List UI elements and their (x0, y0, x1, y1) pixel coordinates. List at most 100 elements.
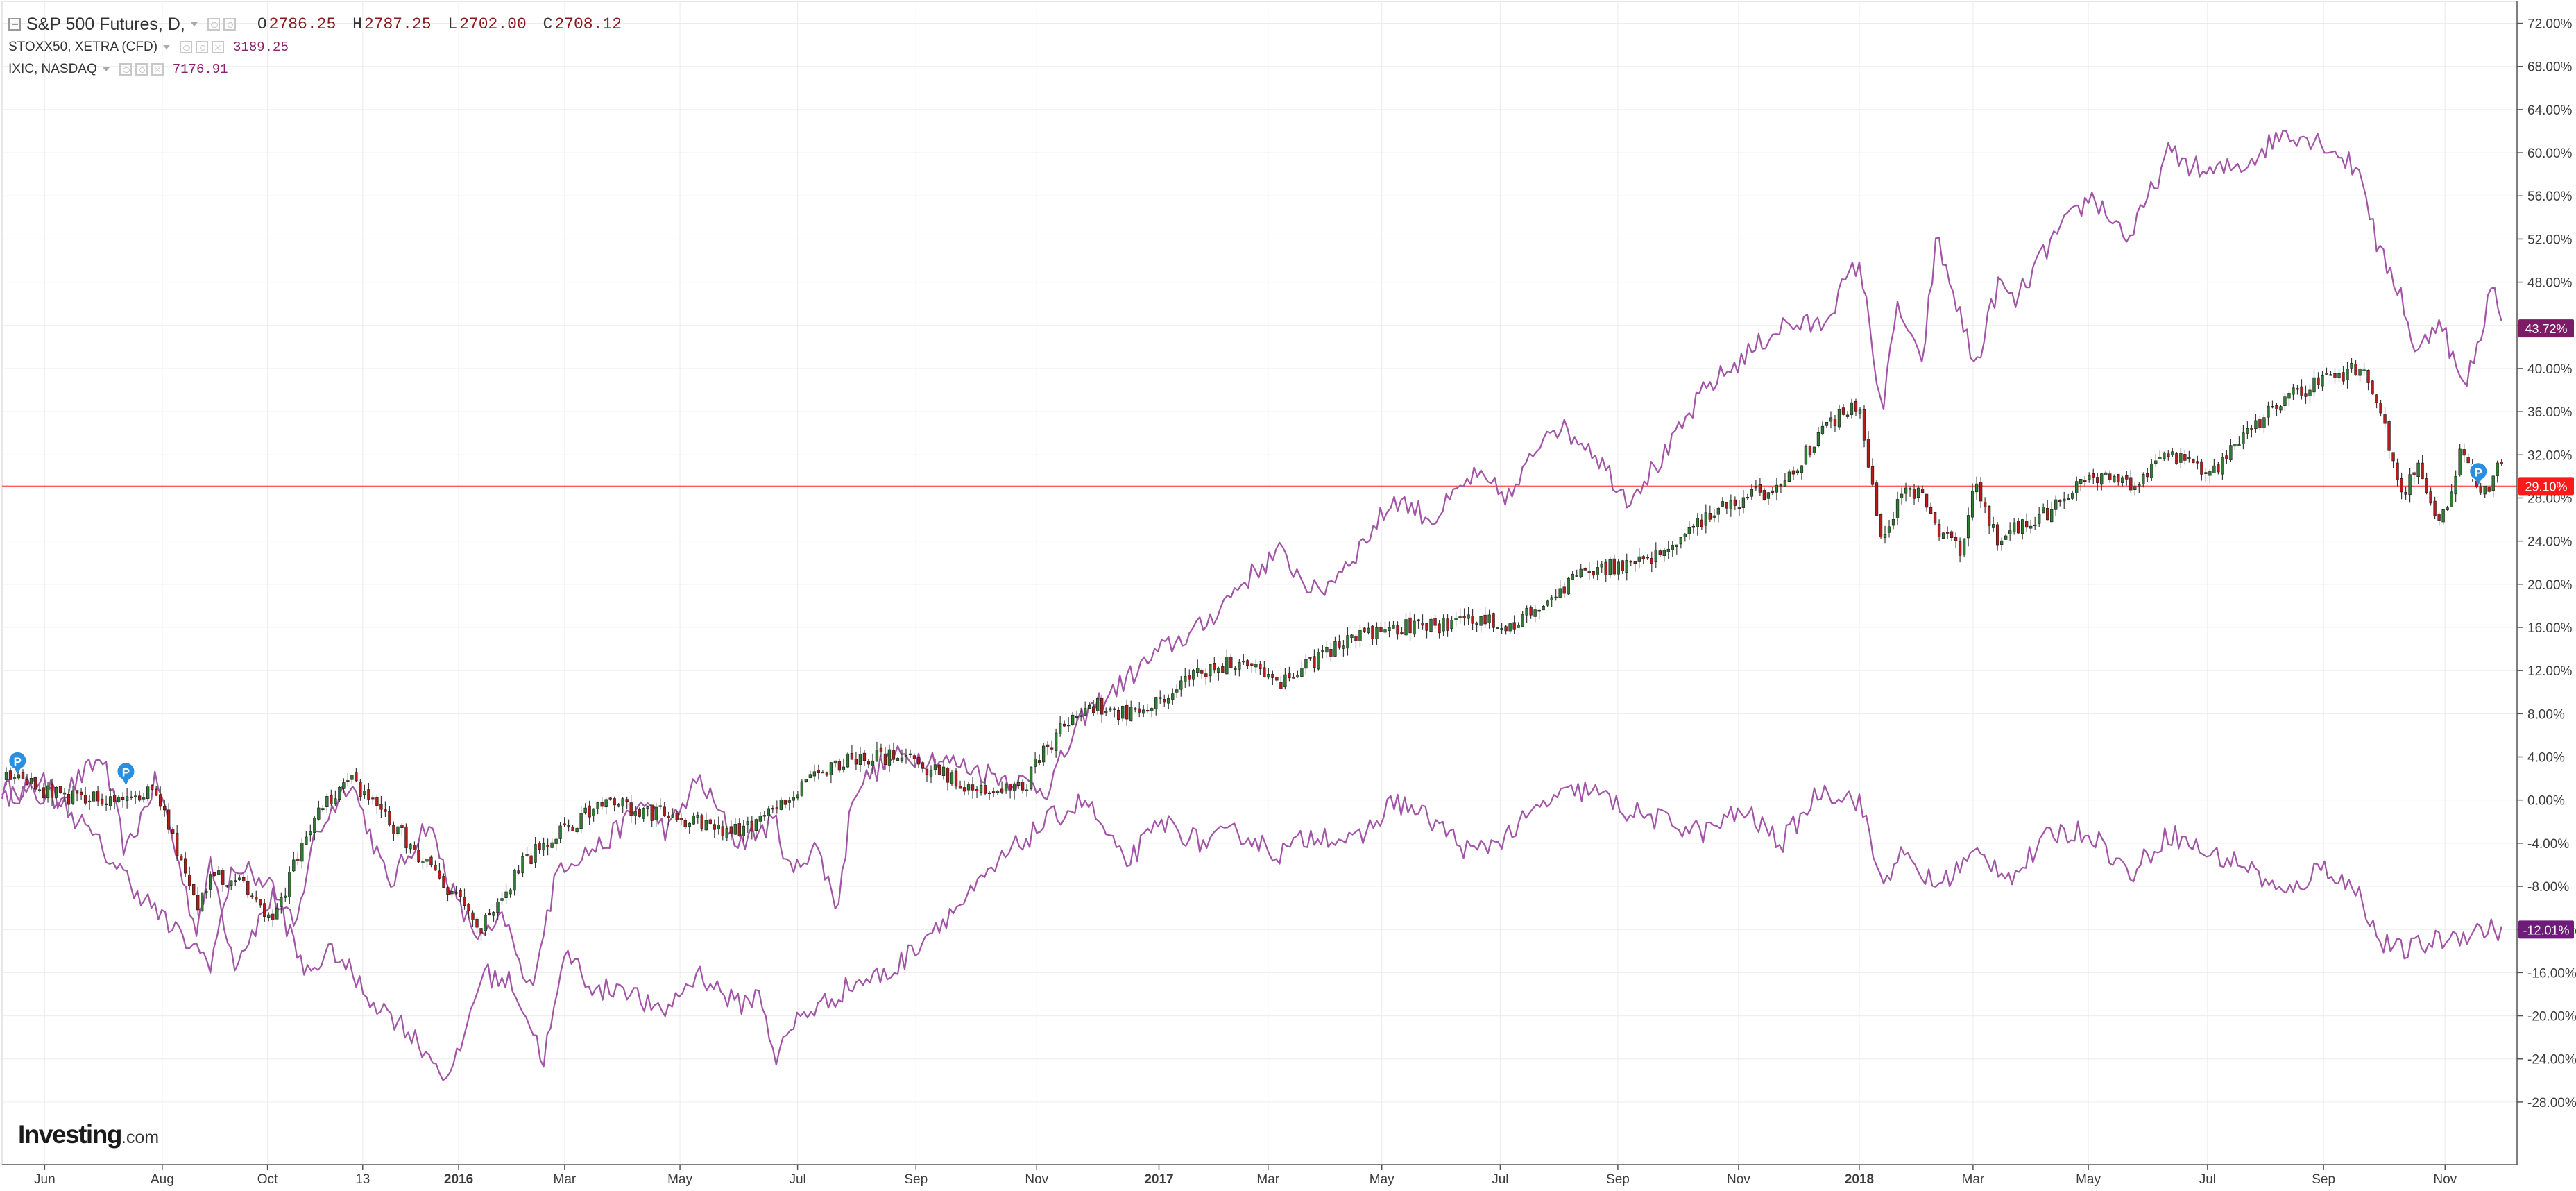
settings-icon[interactable] (223, 18, 236, 31)
candle-up (871, 760, 875, 766)
candle-down (1870, 466, 1875, 485)
chevron-down-icon[interactable] (102, 67, 110, 71)
candle-up (1171, 693, 1175, 700)
data-point (775, 1058, 776, 1060)
candle-up (1637, 556, 1641, 562)
event-pin-icon[interactable]: P (8, 750, 28, 775)
candle-up (513, 870, 516, 891)
candle-up (792, 797, 796, 801)
series-stoxx50-xetra-cfd- (1, 772, 2502, 1081)
candle-up (842, 766, 846, 770)
candle-up (317, 807, 321, 820)
data-point (311, 821, 312, 822)
candle-down (667, 815, 670, 818)
candle-up (238, 877, 241, 880)
event-pin-icon[interactable]: P (2468, 462, 2489, 486)
candle-up (688, 822, 691, 827)
candle-down (983, 785, 987, 794)
visibility-icon[interactable] (119, 63, 132, 76)
close-icon[interactable] (151, 63, 164, 76)
candle-up (2013, 522, 2016, 532)
candle-down (1475, 623, 1478, 625)
candle-down (1983, 502, 1987, 508)
pin-label: P (2475, 466, 2482, 479)
data-point (2207, 174, 2208, 175)
data-point (1820, 432, 1821, 434)
main-series-title[interactable]: S&P 500 Futures, D, (26, 14, 185, 34)
chevron-down-icon[interactable] (190, 22, 198, 26)
candle-down (1583, 568, 1587, 571)
candle-up (1687, 527, 1691, 534)
data-point (2493, 271, 2494, 272)
data-point (1, 788, 3, 790)
candle-down (708, 819, 712, 824)
candle-down (155, 788, 158, 796)
candle-down (121, 797, 125, 800)
settings-icon[interactable] (196, 41, 209, 53)
legend-ixic-row[interactable]: IXIC, NASDAQ 7176.91 (8, 58, 622, 81)
data-point (1317, 659, 1318, 660)
candle-up (1800, 465, 1804, 473)
candle-down (112, 794, 117, 802)
candle-down (1062, 723, 1066, 727)
candle-down (1937, 524, 1941, 537)
candle-up (1500, 627, 1503, 630)
candle-down (2500, 462, 2503, 464)
candle-up (821, 772, 825, 774)
stoxx-series-title[interactable]: STOXX50, XETRA (CFD) (8, 40, 158, 54)
candle-up (1413, 620, 1416, 635)
close-icon[interactable] (212, 41, 225, 53)
candle-down (2375, 394, 2378, 403)
chevron-down-icon[interactable] (163, 45, 171, 49)
candle-up (275, 907, 279, 920)
candle-down (975, 789, 979, 791)
candle-up (1267, 674, 1270, 678)
investing-logo[interactable]: Investing.com (18, 1120, 159, 1149)
legend-stoxx-row[interactable]: STOXX50, XETRA (CFD) 3189.25 (8, 36, 622, 58)
candle-up (1525, 607, 1528, 616)
settings-icon[interactable] (135, 63, 148, 76)
candle-up (758, 816, 762, 822)
candle-down (1263, 667, 1266, 677)
candle-up (929, 770, 933, 777)
ixic-series-title[interactable]: IXIC, NASDAQ (8, 62, 97, 76)
x-tick-label: Jun (34, 1172, 56, 1187)
grid-lines (2, 1, 2517, 1165)
candle-up (2283, 396, 2287, 406)
collapse-legend-icon[interactable] (8, 18, 21, 31)
data-point (1433, 518, 1434, 520)
visibility-icon[interactable] (180, 41, 193, 53)
data-point (1394, 627, 1395, 628)
data-point (1665, 454, 1666, 455)
candle-up (2237, 444, 2241, 446)
candle-down (529, 855, 533, 864)
candle-down (1562, 586, 1566, 594)
data-point (1356, 637, 1357, 639)
data-point (233, 864, 234, 865)
data-point (156, 788, 157, 790)
candle-down (1250, 663, 1254, 666)
event-pin-icon[interactable]: P (116, 761, 136, 786)
candle-up (425, 859, 429, 862)
data-point (1959, 551, 1961, 552)
data-point (853, 788, 854, 790)
last-value-badge: 29.10% (2518, 477, 2574, 496)
candle-up (142, 797, 146, 800)
candle-down (1633, 561, 1637, 564)
data-point (2052, 508, 2054, 509)
candle-down (650, 804, 654, 821)
candle-up (2208, 471, 2212, 476)
candle-up (54, 787, 58, 798)
candle-up (1392, 625, 1395, 629)
candle-up (496, 902, 500, 913)
candle-up (941, 766, 946, 777)
candle-down (1621, 560, 1624, 571)
candle-down (2167, 453, 2170, 457)
visibility-icon[interactable] (207, 18, 220, 31)
candle-up (579, 813, 583, 829)
candle-down (713, 824, 716, 830)
candle-up (2454, 476, 2457, 495)
